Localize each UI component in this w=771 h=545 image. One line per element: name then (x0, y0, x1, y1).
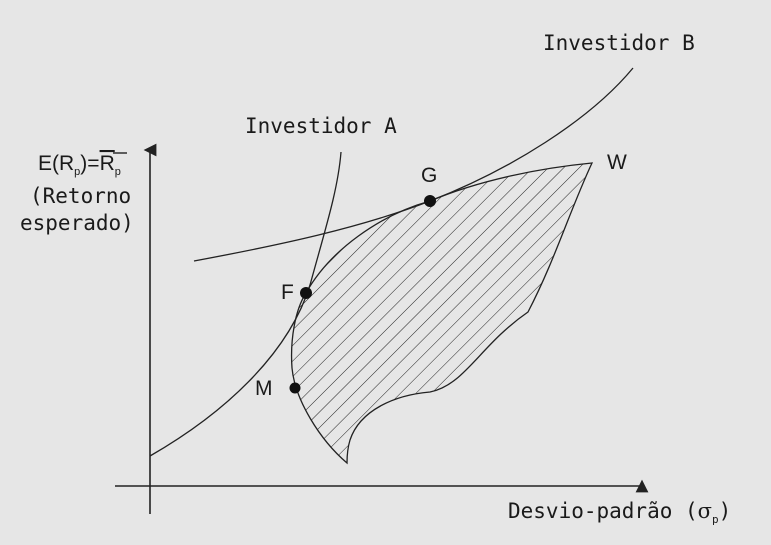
point-g-label: G (421, 164, 437, 187)
point-f-label: F (281, 281, 294, 304)
point-m-marker (289, 382, 301, 394)
point-f-marker (300, 287, 312, 299)
y-axis-label-line1: E(Rp)=Rp (38, 152, 121, 178)
y-axis-label-line3: esperado) (20, 211, 134, 235)
point-m-label: M (255, 377, 273, 400)
point-g-marker (424, 195, 436, 207)
x-axis-label: Desvio-padrão (σp) (508, 499, 731, 526)
point-w-label: W (607, 151, 627, 174)
investor-b-label: Investidor B (543, 31, 695, 55)
bar-r: R (100, 152, 115, 175)
y-axis-label-line2: (Retorno (30, 184, 131, 208)
feasible-set-region (290, 162, 594, 465)
investor-a-label: Investidor A (245, 114, 397, 138)
